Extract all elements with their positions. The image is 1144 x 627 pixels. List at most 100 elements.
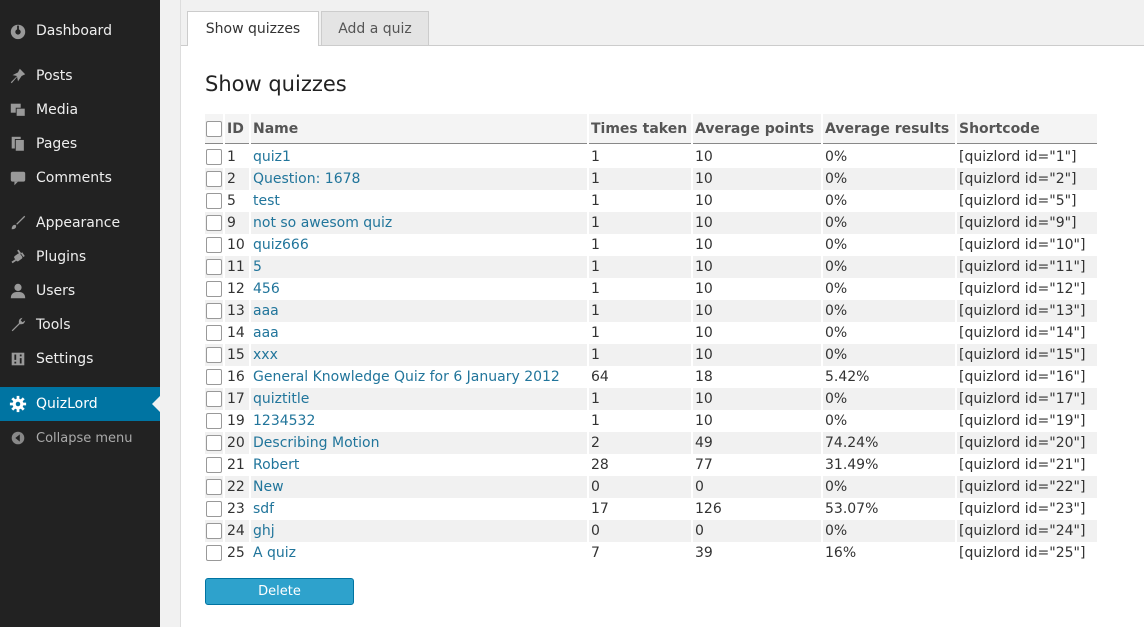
row-select-cell (205, 146, 223, 168)
sidebar-item-comments[interactable]: Comments (0, 161, 160, 195)
sidebar-item-label: Appearance (36, 215, 121, 231)
row-checkbox[interactable] (206, 259, 222, 275)
row-checkbox[interactable] (206, 325, 222, 341)
cell-times-taken: 1 (589, 190, 691, 212)
quiz-name-link[interactable]: not so awesom quiz (253, 215, 393, 231)
cell-id: 5 (225, 190, 249, 212)
row-checkbox[interactable] (206, 435, 222, 451)
quiz-name-link[interactable]: xxx (253, 347, 278, 363)
table-row: 14 aaa 1 10 0% [quizlord id="14"] (205, 322, 1097, 344)
row-select-cell (205, 542, 223, 564)
collapse-menu-button[interactable]: Collapse menu (0, 421, 160, 455)
table-row: 10 quiz666 1 10 0% [quizlord id="10"] (205, 234, 1097, 256)
cell-average-points: 10 (693, 344, 821, 366)
quiz-name-link[interactable]: A quiz (253, 545, 297, 561)
quiz-name-link[interactable]: Describing Motion (253, 435, 380, 451)
quiz-name-link[interactable]: Question: 1678 (253, 171, 361, 187)
cell-average-results: 0% (823, 146, 955, 168)
row-select-cell (205, 256, 223, 278)
cell-shortcode: [quizlord id="12"] (957, 278, 1097, 300)
row-checkbox[interactable] (206, 215, 222, 231)
quiz-name-link[interactable]: test (253, 193, 280, 209)
row-checkbox[interactable] (206, 303, 222, 319)
cell-shortcode: [quizlord id="15"] (957, 344, 1097, 366)
cell-id: 11 (225, 256, 249, 278)
quiz-name-link[interactable]: 1234532 (253, 413, 316, 429)
tab-add-quiz[interactable]: Add a quiz (321, 11, 429, 45)
cell-average-results: 53.07% (823, 498, 955, 520)
cell-name: not so awesom quiz (251, 212, 587, 234)
row-checkbox[interactable] (206, 479, 222, 495)
sidebar-item-plugins[interactable]: Plugins (0, 240, 160, 274)
cell-shortcode: [quizlord id="24"] (957, 520, 1097, 542)
cell-average-points: 0 (693, 476, 821, 498)
row-checkbox[interactable] (206, 149, 222, 165)
row-checkbox[interactable] (206, 171, 222, 187)
sidebar-item-pages[interactable]: Pages (0, 127, 160, 161)
row-checkbox[interactable] (206, 457, 222, 473)
sidebar-item-settings[interactable]: Settings (0, 342, 160, 376)
sidebar-item-quizlord[interactable]: QuizLord (0, 387, 160, 421)
cell-average-points: 10 (693, 300, 821, 322)
sidebar-item-users[interactable]: Users (0, 274, 160, 308)
row-checkbox[interactable] (206, 413, 222, 429)
table-row: 25 A quiz 7 39 16% [quizlord id="25"] (205, 542, 1097, 564)
quiz-name-link[interactable]: quiztitle (253, 391, 310, 407)
row-checkbox[interactable] (206, 193, 222, 209)
table-row: 24 ghj 0 0 0% [quizlord id="24"] (205, 520, 1097, 542)
row-select-cell (205, 520, 223, 542)
cell-name: aaa (251, 322, 587, 344)
row-checkbox[interactable] (206, 237, 222, 253)
cell-name: 1234532 (251, 410, 587, 432)
sidebar-item-posts[interactable]: Posts (0, 59, 160, 93)
quiz-name-link[interactable]: 5 (253, 259, 262, 275)
row-select-cell (205, 234, 223, 256)
sidebar-item-appearance[interactable]: Appearance (0, 206, 160, 240)
row-checkbox[interactable] (206, 391, 222, 407)
row-checkbox[interactable] (206, 369, 222, 385)
row-select-cell (205, 300, 223, 322)
sidebar-item-tools[interactable]: Tools (0, 308, 160, 342)
quiz-name-link[interactable]: aaa (253, 325, 279, 341)
row-select-cell (205, 454, 223, 476)
quiz-name-link[interactable]: quiz1 (253, 149, 291, 165)
select-all-checkbox[interactable] (206, 120, 222, 137)
quiz-name-link[interactable]: ghj (253, 523, 275, 539)
row-checkbox[interactable] (206, 545, 222, 561)
cell-times-taken: 7 (589, 542, 691, 564)
cell-id: 1 (225, 146, 249, 168)
cell-times-taken: 0 (589, 520, 691, 542)
cell-id: 14 (225, 322, 249, 344)
delete-button[interactable]: Delete (205, 578, 354, 605)
table-row: 23 sdf 17 126 53.07% [quizlord id="23"] (205, 498, 1097, 520)
row-checkbox[interactable] (206, 523, 222, 539)
row-checkbox[interactable] (206, 281, 222, 297)
sidebar-item-label: Settings (36, 351, 94, 367)
tab-show-quizzes[interactable]: Show quizzes (187, 11, 319, 46)
quiz-name-link[interactable]: aaa (253, 303, 279, 319)
quiz-name-link[interactable]: General Knowledge Quiz for 6 January 201… (253, 369, 560, 385)
cell-average-points: 10 (693, 212, 821, 234)
cell-average-points: 49 (693, 432, 821, 454)
cell-times-taken: 1 (589, 344, 691, 366)
pages-icon (8, 134, 28, 154)
quiz-name-link[interactable]: Robert (253, 457, 300, 473)
cell-id: 13 (225, 300, 249, 322)
row-checkbox[interactable] (206, 347, 222, 363)
cell-id: 10 (225, 234, 249, 256)
table-row: 17 quiztitle 1 10 0% [quizlord id="17"] (205, 388, 1097, 410)
cell-shortcode: [quizlord id="22"] (957, 476, 1097, 498)
cell-name: quiz1 (251, 146, 587, 168)
quiz-name-link[interactable]: quiz666 (253, 237, 309, 253)
quiz-name-link[interactable]: 456 (253, 281, 280, 297)
row-select-cell (205, 498, 223, 520)
cell-average-points: 10 (693, 256, 821, 278)
cell-average-results: 31.49% (823, 454, 955, 476)
sidebar-item-media[interactable]: Media (0, 93, 160, 127)
sliders-icon (8, 349, 28, 369)
row-checkbox[interactable] (206, 501, 222, 517)
sidebar-item-dashboard[interactable]: Dashboard (0, 14, 160, 48)
quiz-name-link[interactable]: sdf (253, 501, 275, 517)
cell-average-results: 0% (823, 278, 955, 300)
quiz-name-link[interactable]: New (253, 479, 284, 495)
